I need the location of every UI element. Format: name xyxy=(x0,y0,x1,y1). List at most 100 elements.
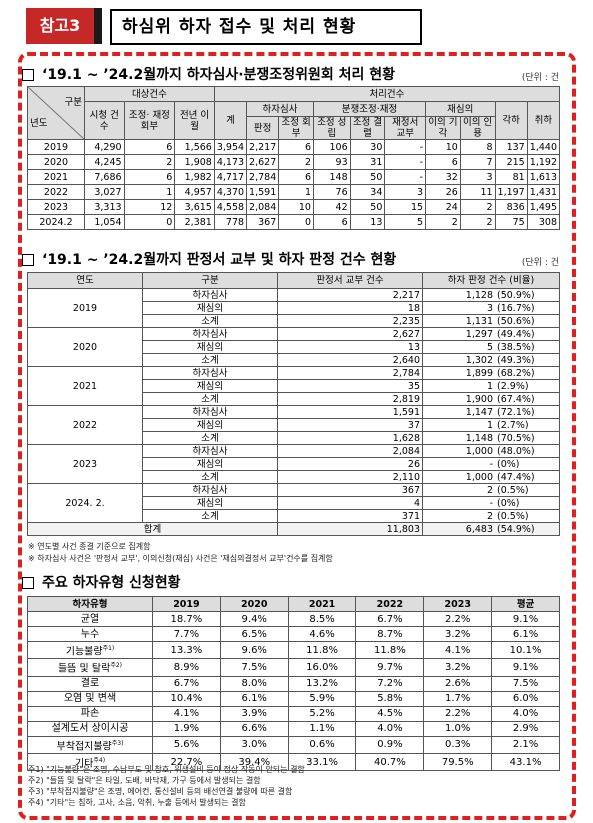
issued-cell: 18 xyxy=(277,301,423,315)
table-cell: 836 xyxy=(494,199,528,215)
table-cell: 308 xyxy=(526,214,561,230)
table-row: 2022 하자심사 1,591 1,147 (72.1%) xyxy=(27,405,560,445)
percent-cell: 2.1% xyxy=(491,735,560,754)
defect-count-cell: - xyxy=(422,457,495,471)
section2-title: ‘19.1 ~ ’24.2월까지 판정서 교부 및 하자 판정 건수 현황 xyxy=(22,249,396,269)
table-row: 균열 18.7% 9.4% 8.5% 6.7% 2.2% 9.1% xyxy=(27,611,560,627)
process-header: 처리건수 xyxy=(213,86,561,102)
percent-cell: 9.1% xyxy=(491,658,560,677)
category-cell: 소계 xyxy=(142,392,278,406)
percent-cell: 10.4% xyxy=(152,690,221,707)
table-row: 2019 하자심사 2,217 1,128 (50.9%) xyxy=(27,288,560,328)
table-cell: 778 xyxy=(213,214,248,230)
percent-cell: 2.2% xyxy=(423,611,493,627)
issued-cell: 37 xyxy=(277,418,423,432)
defect-type-table-body: 균열 18.7% 9.4% 8.5% 6.7% 2.2% 9.1% 누수 7.7% 6.5% 4.6… xyxy=(27,611,560,772)
year-cell: 2023 xyxy=(27,444,143,484)
percent-cell: 8.5% xyxy=(287,611,357,627)
issued-cell: 2,217 xyxy=(277,288,423,302)
percent-cell: 10.1% xyxy=(491,640,560,660)
category-cell: 하자심사 xyxy=(142,483,278,497)
table-cell: 10 xyxy=(278,199,314,215)
table-cell: 10 xyxy=(425,139,461,155)
section2-unit: (단위 : 건 xyxy=(521,258,559,268)
defect-ratio-cell: (0.5%) xyxy=(495,483,560,497)
year-cell: 2024. 2. xyxy=(27,483,143,523)
defect-ratio-cell: (16.7%) xyxy=(495,301,560,315)
category-cell: 하자심사 xyxy=(142,405,278,419)
category-cell: 재심의 xyxy=(142,301,278,315)
column-header: 2022 xyxy=(355,596,425,612)
defect-count-cell: 1,000 xyxy=(422,444,495,458)
category-cell: 하자심사 xyxy=(142,444,278,458)
year-cell: 2019 xyxy=(27,139,85,155)
table-cell: 12 xyxy=(123,199,176,215)
table-cell: 6 xyxy=(123,139,176,155)
percent-cell: 13.3% xyxy=(152,640,221,660)
defect-type-label: 균열 xyxy=(80,613,100,625)
percent-cell: 8.7% xyxy=(355,626,425,642)
table-cell: 215 xyxy=(494,154,528,170)
defect-type-cell: 들뜸 및 탈락주2) xyxy=(27,658,153,677)
table-cell: 4,173 xyxy=(213,154,248,170)
table-cell: 1,495 xyxy=(526,199,561,215)
table-row: 부착접지불량주3) 5.6% 3.0% 0.6% 0.9% 0.3% 2.1% xyxy=(27,735,560,754)
category-cell: 재심의 xyxy=(142,379,278,393)
defect-type-label: 들뜸 및 탈락 xyxy=(57,663,111,675)
table-cell: 2 xyxy=(459,199,496,215)
defect-count-cell: 1,131 xyxy=(422,314,495,328)
issued-cell: 1,591 xyxy=(277,405,423,419)
defect-type-cell: 누수 xyxy=(27,626,153,642)
column-header: 2023 xyxy=(423,596,493,612)
defect-type-cell: 부착접지불량주3) xyxy=(27,735,153,754)
defect-type-label: 파손 xyxy=(80,708,100,720)
target-header: 대상건수 xyxy=(84,86,215,102)
year-cell: 2024.2 xyxy=(27,214,85,230)
defect-count-cell: 2 xyxy=(422,483,495,497)
percent-cell: 3.0% xyxy=(219,735,289,754)
defect-type-cell: 결로 xyxy=(27,675,153,692)
table-cell: 4,957 xyxy=(174,184,215,200)
issued-cell: 26 xyxy=(277,457,423,471)
defect-count-cell: 1 xyxy=(422,379,495,393)
percent-cell: 4.5% xyxy=(355,705,425,722)
table-cell: - xyxy=(384,169,427,185)
issued-cell: 1,628 xyxy=(277,431,423,445)
table-cell: 31 xyxy=(349,154,386,170)
total-row: 합계 11,803 6,483 (54.9%) xyxy=(27,522,560,536)
percent-cell: 4.0% xyxy=(491,705,560,722)
percent-cell: 4.1% xyxy=(152,705,221,722)
table-cell: 93 xyxy=(312,154,351,170)
defect-type-header-row: 하자유형 2019 2020 2021 2022 2023 평균 xyxy=(27,596,560,612)
table-cell: 50 xyxy=(349,199,386,215)
year-cell: 2021 xyxy=(27,169,85,185)
table-row: 재심의 26- (0%) xyxy=(28,457,560,471)
square-bullet-icon xyxy=(22,69,34,81)
issued-cell: 367 xyxy=(277,483,423,497)
percent-cell: 2.9% xyxy=(491,720,560,737)
column-header: 2019 xyxy=(152,596,221,612)
table-cell: 5 xyxy=(384,214,427,230)
percent-cell: 7.5% xyxy=(219,658,289,677)
percent-cell: 5.9% xyxy=(287,690,357,707)
page-title: 하심위 하자 접수 및 처리 현황 xyxy=(110,9,422,45)
defect-count-cell: 1,147 xyxy=(422,405,495,419)
percent-cell: 4.1% xyxy=(423,640,493,660)
table-cell: 0 xyxy=(123,214,176,230)
defect-type-cell: 기타주4) xyxy=(27,752,153,772)
defect-count-cell: 2 xyxy=(422,509,495,523)
defect-count-cell: 3 xyxy=(422,301,495,315)
category-cell: 소계 xyxy=(142,353,278,367)
defect-type-cell: 설계도서 상이시공 xyxy=(27,720,153,737)
table-cell: 6 xyxy=(278,169,314,185)
category-cell: 하자심사 xyxy=(142,366,278,380)
percent-cell: 43.1% xyxy=(491,752,560,772)
defect-ratio-cell: (49.3%) xyxy=(495,353,560,367)
percent-cell: 1.9% xyxy=(152,720,221,737)
table-cell: 13 xyxy=(349,214,386,230)
percent-cell: 9.7% xyxy=(355,658,425,677)
table-row: 기능불량주1) 13.3% 9.6% 11.8% 11.8% 4.1% 10.1% xyxy=(27,640,560,660)
defect-ratio-cell: (0.5%) xyxy=(495,509,560,523)
defect-type-label: 기능불량 xyxy=(65,646,103,658)
percent-cell: 33.1% xyxy=(287,752,357,772)
